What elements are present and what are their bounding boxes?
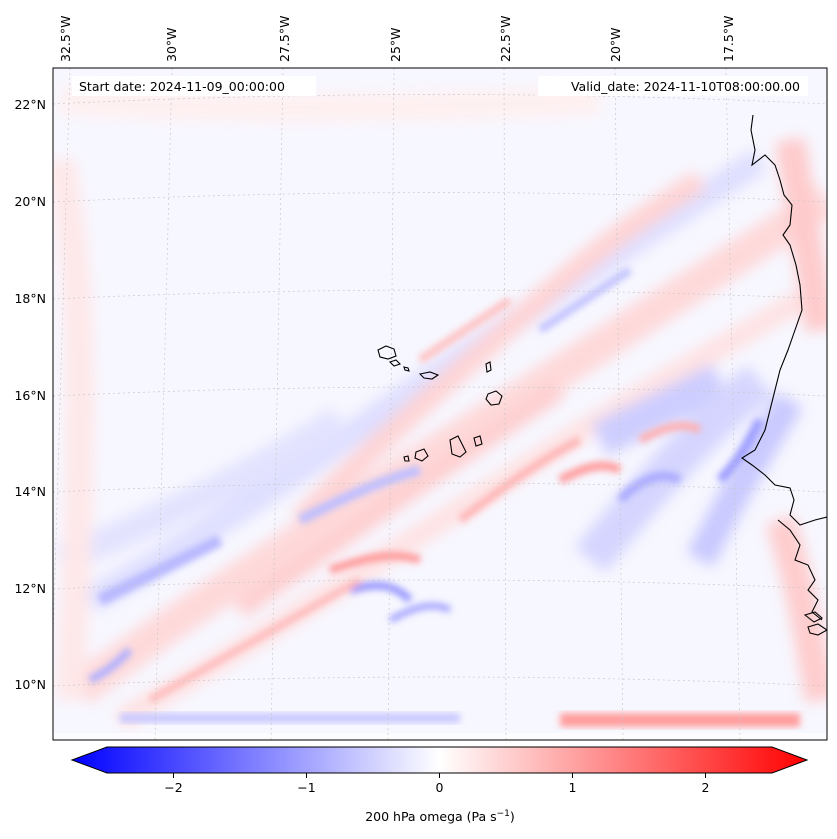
island-sal — [485, 361, 492, 373]
island-brava — [403, 455, 410, 462]
colorbar-tick-label: −1 — [297, 780, 315, 795]
lon-label: 27.5°W — [277, 16, 292, 62]
colorbar-tick-label: 0 — [436, 780, 444, 795]
colorbar-bar — [70, 746, 809, 774]
colorbar-tick-label: 1 — [569, 780, 577, 795]
lon-label: 22.5°W — [498, 16, 513, 62]
lon-label: 20°W — [608, 27, 623, 62]
island-maio — [473, 435, 483, 447]
island-sao-vicente — [388, 359, 402, 367]
africa-coast — [740, 114, 827, 526]
lon-label: 17.5°W — [721, 16, 736, 62]
lat-label: 20°N — [14, 194, 46, 209]
bijagos-island — [807, 623, 827, 636]
start-date-label: Start date: 2024-11-09_00:00:00 — [79, 79, 285, 94]
island-boa-vista — [485, 390, 503, 406]
island-santiago — [449, 435, 467, 458]
island-sao-nicolau — [418, 371, 440, 380]
map-frame — [52, 67, 828, 741]
lat-label: 10°N — [14, 677, 46, 692]
gridlines — [53, 68, 827, 740]
lat-label: 16°N — [14, 388, 46, 403]
lat-label: 18°N — [14, 291, 46, 306]
island-santa-luzia — [403, 366, 410, 372]
omega-field — [53, 68, 827, 740]
coastline — [377, 114, 827, 636]
latitude-labels: 22°N 20°N 18°N 16°N 14°N 12°N 10°N — [14, 97, 46, 692]
start-date-box — [72, 76, 316, 96]
colorbar-tick-label: −2 — [164, 780, 182, 795]
longitude-labels: 32.5°W 30°W 27.5°W 25°W 22.5°W 20°W 17.5°W — [58, 16, 736, 62]
valid-date-box — [538, 76, 808, 96]
lon-label: 32.5°W — [58, 16, 73, 62]
guinea-bissau-coast — [777, 519, 823, 621]
colorbar-label: 200 hPa omega (Pa s−1) — [365, 809, 515, 824]
colorbar-ticks: −2 −1 0 1 2 — [164, 773, 709, 795]
colorbar-label-close: ) — [510, 809, 515, 824]
island-fogo — [414, 448, 429, 462]
island-santo-antao — [377, 345, 397, 360]
lon-label: 30°W — [164, 27, 179, 62]
bijagos-island — [803, 611, 823, 623]
valid-date-label: Valid_date: 2024-11-10T08:00:00.00 — [571, 79, 800, 94]
colorbar-label-exponent: −1 — [497, 809, 510, 819]
colorbar: −2 −1 0 1 2 200 hPa omega (Pa s−1) — [70, 746, 809, 824]
colorbar-label-main: 200 hPa omega (Pa s — [365, 809, 496, 824]
colorbar-tick-label: 2 — [702, 780, 710, 795]
lat-label: 14°N — [14, 484, 46, 499]
lat-label: 22°N — [14, 97, 46, 112]
lat-label: 12°N — [14, 581, 46, 596]
lon-label: 25°W — [388, 27, 403, 62]
